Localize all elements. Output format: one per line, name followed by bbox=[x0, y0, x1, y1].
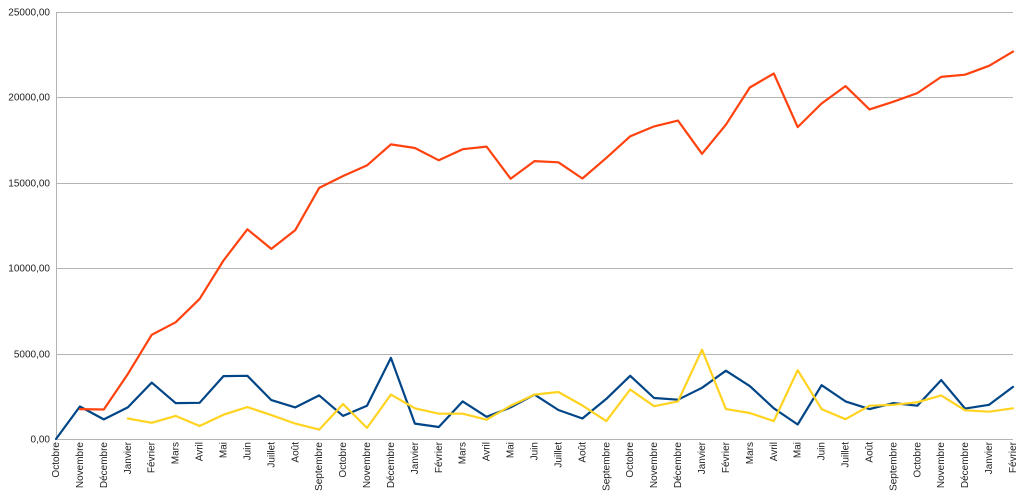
x-tick-label: Décembre bbox=[960, 442, 971, 489]
x-tick-label: Décembre bbox=[386, 442, 397, 489]
x-tick-label: Mars bbox=[745, 442, 756, 464]
x-tick-label: Décembre bbox=[673, 442, 684, 489]
x-tick-label: Janvier bbox=[123, 441, 134, 474]
x-tick-label: Février bbox=[434, 441, 445, 473]
x-tick-label: Février bbox=[1008, 441, 1019, 473]
x-tick-label: Novembre bbox=[362, 442, 373, 489]
x-tick-label: Mars bbox=[171, 442, 182, 464]
x-tick-label: Février bbox=[147, 441, 158, 473]
x-tick-label: Avril bbox=[195, 442, 206, 461]
x-tick-label: Novembre bbox=[75, 442, 86, 489]
x-tick-label: Juillet bbox=[841, 442, 852, 468]
x-tick-label: Mai bbox=[506, 442, 517, 458]
y-tick-label: 20000,00 bbox=[8, 93, 50, 104]
x-tick-label: Septembre bbox=[888, 442, 899, 491]
x-tick-label: Novembre bbox=[649, 442, 660, 489]
x-tick-label: Janvier bbox=[410, 441, 421, 474]
x-tick-label: Septembre bbox=[314, 442, 325, 491]
series-line-1 bbox=[78, 50, 1015, 411]
x-tick-label: Novembre bbox=[936, 442, 947, 489]
x-tick-label: Mars bbox=[458, 442, 469, 464]
x-tick-label: Octobre bbox=[912, 442, 923, 478]
x-tick-label: Avril bbox=[769, 442, 780, 461]
x-tick-label: Mai bbox=[219, 442, 230, 458]
y-tick-label: 5000,00 bbox=[14, 350, 51, 361]
x-tick-label: Août bbox=[577, 442, 588, 463]
y-tick-label: 10000,00 bbox=[8, 264, 50, 275]
x-tick-label: Mai bbox=[793, 442, 804, 458]
x-tick-label: Décembre bbox=[99, 442, 110, 489]
x-tick-label: Juillet bbox=[266, 442, 277, 468]
x-tick-label: Septembre bbox=[601, 442, 612, 491]
x-tick-label: Juin bbox=[817, 442, 828, 460]
x-tick-label: Octobre bbox=[625, 442, 636, 478]
x-tick-label: Juin bbox=[242, 442, 253, 460]
x-tick-label: Janvier bbox=[697, 441, 708, 474]
series-lines bbox=[54, 50, 1015, 441]
x-tick-label: Janvier bbox=[984, 441, 995, 474]
y-tick-labels: 0,00 5000,00 10000,00 15000,00 20000,00 25000… bbox=[8, 8, 50, 446]
x-tick-label: Octobre bbox=[338, 442, 349, 478]
x-tick-label: Octobre bbox=[51, 442, 62, 478]
x-tick-label: Février bbox=[721, 441, 732, 473]
y-tick-label: 15000,00 bbox=[8, 179, 50, 190]
y-tick-label: 25000,00 bbox=[8, 8, 50, 19]
x-tick-label: Juin bbox=[530, 442, 541, 460]
gridlines bbox=[56, 12, 1013, 440]
x-tick-label: Août bbox=[865, 442, 876, 463]
x-tick-label: Août bbox=[290, 442, 301, 463]
x-tick-label: Juillet bbox=[553, 442, 564, 468]
x-tick-labels: Octobre Novembre Décembre Janvier Février Mar… bbox=[51, 441, 1019, 491]
x-tick-label: Avril bbox=[482, 442, 493, 461]
series-line-2 bbox=[126, 348, 1015, 431]
y-tick-label: 0,00 bbox=[31, 435, 51, 446]
